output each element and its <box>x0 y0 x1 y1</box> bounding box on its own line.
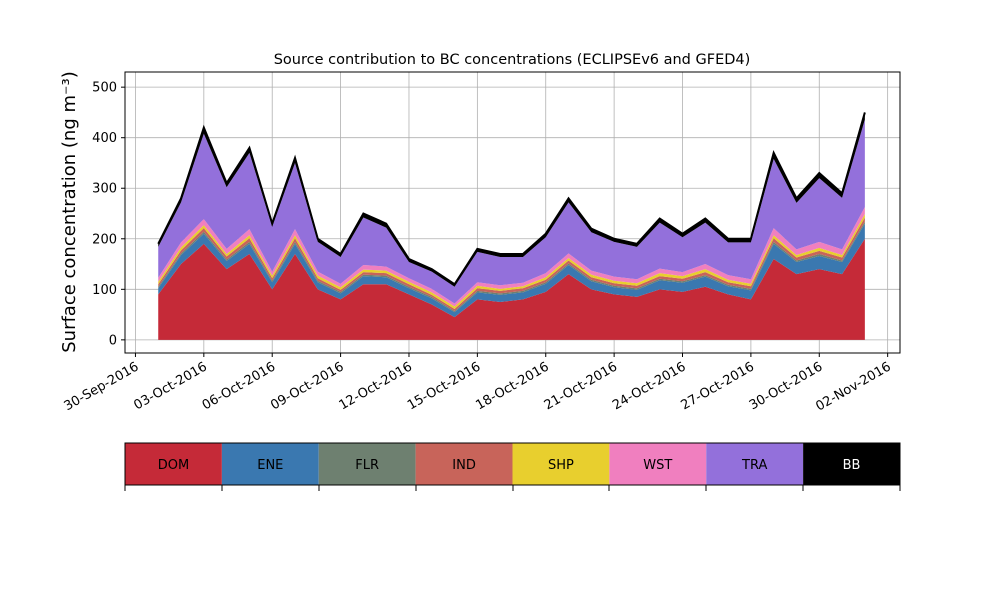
x-tick-label: 27-Oct-2016 <box>678 359 756 413</box>
area <box>158 238 865 340</box>
legend-swatch <box>125 443 222 485</box>
area <box>158 223 865 318</box>
y-tick-label: 0 <box>109 333 117 348</box>
legend-frame <box>124 442 901 486</box>
legend-label: SHP <box>548 458 574 473</box>
x-tick-label: 30-Sep-2016 <box>62 359 142 414</box>
legend-swatch <box>415 443 513 485</box>
y-tick-label: 100 <box>92 283 117 298</box>
legend-swatch <box>221 443 319 485</box>
legend-label: ENE <box>257 458 283 473</box>
x-tick-label: 18-Oct-2016 <box>473 359 551 413</box>
area-outline <box>157 112 866 286</box>
legend-label: WST <box>643 458 672 473</box>
legend-swatch <box>706 443 804 485</box>
y-tick-label: 200 <box>92 232 117 247</box>
x-tick-label: 03-Oct-2016 <box>131 359 209 413</box>
chart-title: Source contribution to BC concentrations… <box>274 52 751 68</box>
legend-swatch <box>609 443 707 485</box>
x-tick-label: 09-Oct-2016 <box>268 359 346 413</box>
legend-ticks <box>124 485 901 491</box>
legend-label: DOM <box>158 458 189 473</box>
y-tick-label: 500 <box>92 81 117 96</box>
legend-label: IND <box>452 458 476 473</box>
area <box>158 214 865 310</box>
x-tick-label: 06-Oct-2016 <box>200 359 278 413</box>
area <box>158 221 865 313</box>
y-tick-label: 300 <box>92 182 117 197</box>
legend-swatch <box>318 443 416 485</box>
area <box>158 206 865 307</box>
area <box>158 119 865 304</box>
x-tick-label: 21-Oct-2016 <box>542 359 620 413</box>
area <box>158 217 865 312</box>
legend-swatch <box>512 443 610 485</box>
x-tick-label: 30-Oct-2016 <box>747 359 825 413</box>
legend-swatch <box>803 443 900 485</box>
legend-label: FLR <box>355 458 379 473</box>
y-tick-label: 400 <box>92 131 117 146</box>
y-axis-label: Surface concentration (ng m⁻³) <box>59 71 80 353</box>
legend-label: TRA <box>741 458 767 473</box>
plot-frame <box>124 71 901 354</box>
x-tick-label: 15-Oct-2016 <box>405 359 483 413</box>
x-tick-label: 12-Oct-2016 <box>337 359 415 413</box>
legend-label: BB <box>843 458 861 473</box>
x-tick-label: 24-Oct-2016 <box>610 359 688 413</box>
x-tick-label: 02-Nov-2016 <box>813 359 893 414</box>
